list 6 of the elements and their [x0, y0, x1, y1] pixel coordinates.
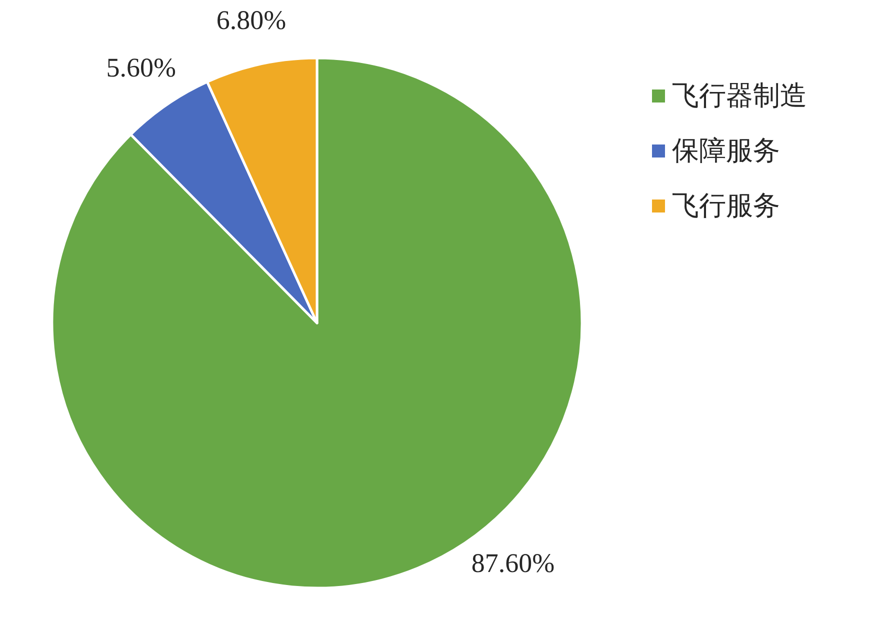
data-label: 5.60%	[106, 52, 176, 83]
data-label: 6.80%	[216, 5, 286, 35]
legend-label: 保障服务	[672, 136, 780, 166]
legend-label: 飞行服务	[672, 190, 780, 222]
legend-label: 飞行器制造	[672, 80, 807, 112]
data-label: 87.60%	[471, 548, 555, 578]
